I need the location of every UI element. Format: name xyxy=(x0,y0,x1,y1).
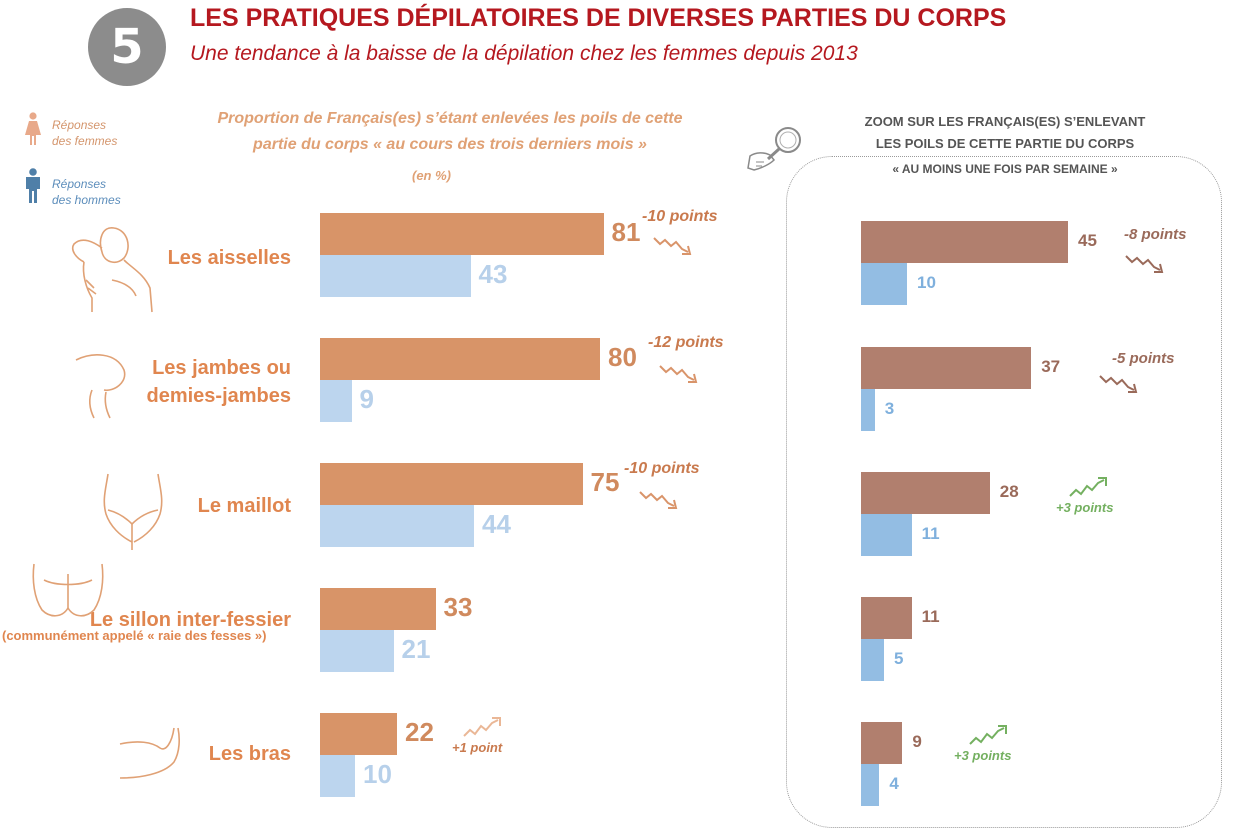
zoom-value-men-aisselles: 10 xyxy=(917,273,936,292)
zoom-value-women-jambes: 37 xyxy=(1041,357,1061,376)
bar-women-aisselles xyxy=(320,213,604,255)
legend-women-line2: des femmes xyxy=(52,134,118,148)
value-women-aisselles: 81 xyxy=(611,217,641,247)
bar-men-bras xyxy=(320,755,355,797)
value-men-maillot: 44 xyxy=(482,509,511,539)
armpit-illustration xyxy=(71,227,153,313)
legend-women-line1: Réponses xyxy=(52,118,107,132)
trend-up-arrow-icon xyxy=(969,725,1007,745)
chart-title-line1: Proportion de Français(es) s’étant enlev… xyxy=(217,110,683,127)
bar-women-sillon xyxy=(320,588,436,630)
zoom-value-men-jambes: 3 xyxy=(884,399,895,418)
zoom-bar-women-maillot xyxy=(861,472,990,514)
legend-men-line2: des hommes xyxy=(52,193,121,207)
bar-men-jambes xyxy=(320,380,352,422)
trend-down-arrow-icon xyxy=(639,491,678,509)
zoom-title-line1: ZOOM SUR LES FRANÇAIS(ES) S’ENLEVANT xyxy=(864,114,1146,129)
zoom-value-women-aisselles: 45 xyxy=(1078,231,1097,250)
category-note-sillon: (communément appelé « raie des fesses ») xyxy=(2,628,267,643)
value-men-sillon: 21 xyxy=(401,634,431,664)
value-women-jambes: 80 xyxy=(608,342,637,372)
value-women-bras: 22 xyxy=(405,717,434,747)
zoom-bar-men-sillon xyxy=(861,639,884,681)
category-label-sillon: Le sillon inter-fessier xyxy=(89,609,291,631)
zoom-bar-women-jambes xyxy=(861,347,1032,389)
zoom-bar-women-sillon xyxy=(861,597,912,639)
value-men-jambes: 9 xyxy=(359,384,374,414)
zoom-value-men-bras: 4 xyxy=(889,774,899,793)
leg-illustration xyxy=(75,354,126,419)
zoom-value-men-maillot: 11 xyxy=(921,524,940,543)
trend-label-jambes: -12 points xyxy=(648,334,724,351)
trend-down-arrow-icon xyxy=(1099,375,1138,393)
trend-label-bras: +1 point xyxy=(452,740,503,755)
chart-unit: (en %) xyxy=(412,168,451,183)
zoom-bar-men-jambes xyxy=(861,389,875,431)
value-men-bras: 10 xyxy=(363,759,392,789)
trend-up-arrow-icon xyxy=(463,717,501,737)
zoom-bar-men-maillot xyxy=(861,514,912,556)
zoom-value-women-sillon: 11 xyxy=(921,607,940,626)
bar-men-aisselles xyxy=(320,255,471,297)
zoom-title-line2: LES POILS DE CETTE PARTIE DU CORPS xyxy=(875,136,1135,151)
category-label-bras: Les bras xyxy=(208,743,291,765)
buttocks-illustration xyxy=(32,563,104,617)
trend-down-arrow-icon xyxy=(659,365,698,383)
zoom-trend-label-jambes: -5 points xyxy=(1112,350,1175,367)
value-men-aisselles: 43 xyxy=(478,259,508,289)
zoom-value-men-sillon: 5 xyxy=(894,649,904,668)
category-label-maillot: Le maillot xyxy=(197,495,291,517)
man-icon xyxy=(26,168,40,203)
zoom-panel-frame xyxy=(786,156,1222,828)
category-label-jambes-line1: Les jambes ou xyxy=(152,357,291,379)
bar-men-sillon xyxy=(320,630,394,672)
bar-men-maillot xyxy=(320,505,474,547)
trend-down-arrow-icon xyxy=(1125,255,1164,273)
chart-title-line2: partie du corps « au cours des trois der… xyxy=(253,136,647,153)
trend-label-maillot: -10 points xyxy=(624,460,700,477)
category-label-aisselles: Les aisselles xyxy=(167,247,291,269)
section-number-badge: 5 xyxy=(88,8,166,86)
zoom-bar-women-aisselles xyxy=(861,221,1068,263)
bikini-illustration xyxy=(103,473,163,550)
woman-icon xyxy=(25,112,41,145)
bar-women-jambes xyxy=(320,338,600,380)
arm-illustration xyxy=(119,727,180,779)
page-subtitle: Une tendance à la baisse de la dépilatio… xyxy=(190,42,858,65)
category-label-jambes-line2: demies-jambes xyxy=(146,385,291,407)
zoom-trend-label-bras: +3 points xyxy=(954,748,1012,763)
legend-men-line1: Réponses xyxy=(52,177,107,191)
bar-women-bras xyxy=(320,713,397,755)
zoom-bar-men-bras xyxy=(861,764,880,806)
zoom-trend-label-maillot: +3 points xyxy=(1056,500,1114,515)
trend-up-arrow-icon xyxy=(1069,477,1107,497)
bar-women-maillot xyxy=(320,463,583,505)
zoom-bar-women-bras xyxy=(861,722,903,764)
zoom-value-women-bras: 9 xyxy=(912,732,922,751)
trend-label-aisselles: -10 points xyxy=(642,208,718,225)
magnifier-hand-icon xyxy=(747,127,801,171)
value-women-maillot: 75 xyxy=(590,467,620,497)
trend-down-arrow-icon xyxy=(653,237,692,255)
page-title: LES PRATIQUES DÉPILATOIRES DE DIVERSES P… xyxy=(190,4,1007,32)
zoom-value-women-maillot: 28 xyxy=(999,482,1019,501)
zoom-title-line3: « AU MOINS UNE FOIS PAR SEMAINE » xyxy=(892,162,1118,176)
zoom-bar-men-aisselles xyxy=(861,263,907,305)
zoom-trend-label-aisselles: -8 points xyxy=(1124,226,1187,243)
value-women-sillon: 33 xyxy=(443,592,473,622)
